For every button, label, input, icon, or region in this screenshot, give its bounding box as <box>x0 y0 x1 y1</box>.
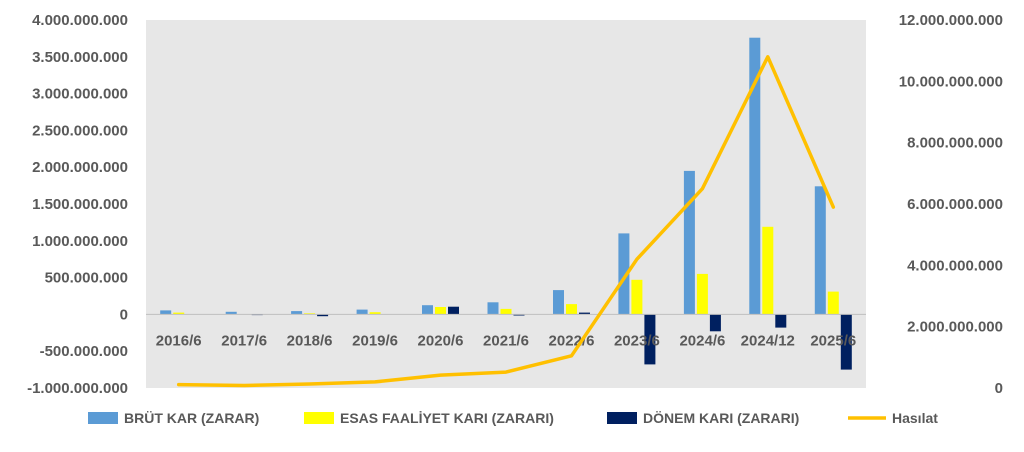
category-label: 2020/6 <box>418 332 464 349</box>
legend-label: DÖNEM KARI (ZARARI) <box>643 410 799 426</box>
bars-layer <box>160 37 852 370</box>
category-label: 2021/6 <box>483 332 529 349</box>
bar-1-2023-6 <box>618 233 630 315</box>
bar-2-2020-6 <box>435 307 446 315</box>
y-axis-left: -1.000.000.000 -500.000.000 0 500.000.000 1.… <box>27 12 128 397</box>
y-tick-label: 3.000.000.000 <box>32 86 128 103</box>
bar-1-2021-6 <box>487 302 499 315</box>
y-tick-label: 4.000.000.000 <box>32 12 128 29</box>
bar-3-2018-6 <box>317 314 329 317</box>
category-label: 2023/6 <box>614 332 660 349</box>
y2-tick-label: 8.000.000.000 <box>907 135 1003 152</box>
bar-2-2023-6 <box>631 279 643 315</box>
category-label: 2019/6 <box>352 332 398 349</box>
bar-2-2019-6 <box>369 312 381 315</box>
legend-swatch <box>88 412 118 424</box>
category-labels: 2016/6 2017/6 2018/6 2019/6 2020/6 2021/6 2022… <box>156 332 856 349</box>
bar-3-2025-6 <box>840 314 852 370</box>
category-label: 2016/6 <box>156 332 202 349</box>
y2-tick-label: 0 <box>995 380 1003 397</box>
line-layer <box>176 55 836 388</box>
category-label: 2024/6 <box>679 332 725 349</box>
bar-2-2021-6 <box>500 308 512 315</box>
bar-3-2024-6 <box>709 314 721 332</box>
bar-1-2024-12 <box>749 37 761 315</box>
bar-1-2018-6 <box>291 311 303 315</box>
bar-2-2016-6 <box>173 312 185 315</box>
legend-label: BRÜT KAR (ZARAR) <box>124 410 259 426</box>
bar-2-2018-6 <box>304 313 316 315</box>
category-label: 2025/6 <box>810 332 856 349</box>
bar-2-2025-6 <box>827 291 839 315</box>
line-series-hasilat <box>176 55 836 388</box>
legend-label: ESAS FAALİYET KARI (ZARARI) <box>340 410 554 426</box>
y2-tick-label: 4.000.000.000 <box>907 257 1003 274</box>
bar-1-2016-6 <box>160 310 172 315</box>
bar-1-2019-6 <box>356 309 368 315</box>
bar-2-2024-6 <box>696 273 708 315</box>
y2-tick-label: 12.000.000.000 <box>899 12 1003 29</box>
bar-1-2022-6 <box>553 290 564 315</box>
category-label: 2018/6 <box>287 332 333 349</box>
y-tick-label: 0 <box>120 306 128 323</box>
bar-3-2024-12 <box>775 314 787 328</box>
bar-3-2020-6 <box>448 306 459 315</box>
y-tick-label: 2.000.000.000 <box>32 159 128 176</box>
legend: BRÜT KAR (ZARAR) ESAS FAALİYET KARI (ZARA… <box>88 410 938 426</box>
bar-1-2024-6 <box>683 170 695 315</box>
bar-3-2021-6 <box>513 314 525 316</box>
category-label: 2024/12 <box>741 332 795 349</box>
category-label: 2017/6 <box>221 332 267 349</box>
y-axis-right: 0 2.000.000.000 4.000.000.000 6.000.000.000… <box>899 12 1003 397</box>
y-tick-label: -1.000.000.000 <box>27 380 128 397</box>
y-tick-label: 500.000.000 <box>45 270 128 287</box>
y-tick-label: 1.500.000.000 <box>32 196 128 213</box>
y-tick-label: -500.000.000 <box>40 343 128 360</box>
y2-tick-label: 6.000.000.000 <box>907 196 1003 213</box>
y-tick-label: 3.500.000.000 <box>32 49 128 66</box>
legend-label: Hasılat <box>892 410 938 426</box>
bar-1-2020-6 <box>422 305 433 315</box>
y-tick-label: 2.500.000.000 <box>32 122 128 139</box>
bar-3-2022-6 <box>579 312 590 315</box>
bar-2-2022-6 <box>566 304 577 315</box>
y-tick-label: 1.000.000.000 <box>32 233 128 250</box>
plot-background <box>146 20 866 388</box>
bar-1-2025-6 <box>814 186 826 315</box>
y2-tick-label: 10.000.000.000 <box>899 73 1003 90</box>
legend-swatch <box>607 412 637 424</box>
bar-1-2017-6 <box>225 311 237 315</box>
y2-tick-label: 2.000.000.000 <box>907 319 1003 336</box>
bar-3-2023-6 <box>644 314 656 365</box>
bar-2-2024-12 <box>762 226 774 315</box>
legend-swatch <box>304 412 334 424</box>
